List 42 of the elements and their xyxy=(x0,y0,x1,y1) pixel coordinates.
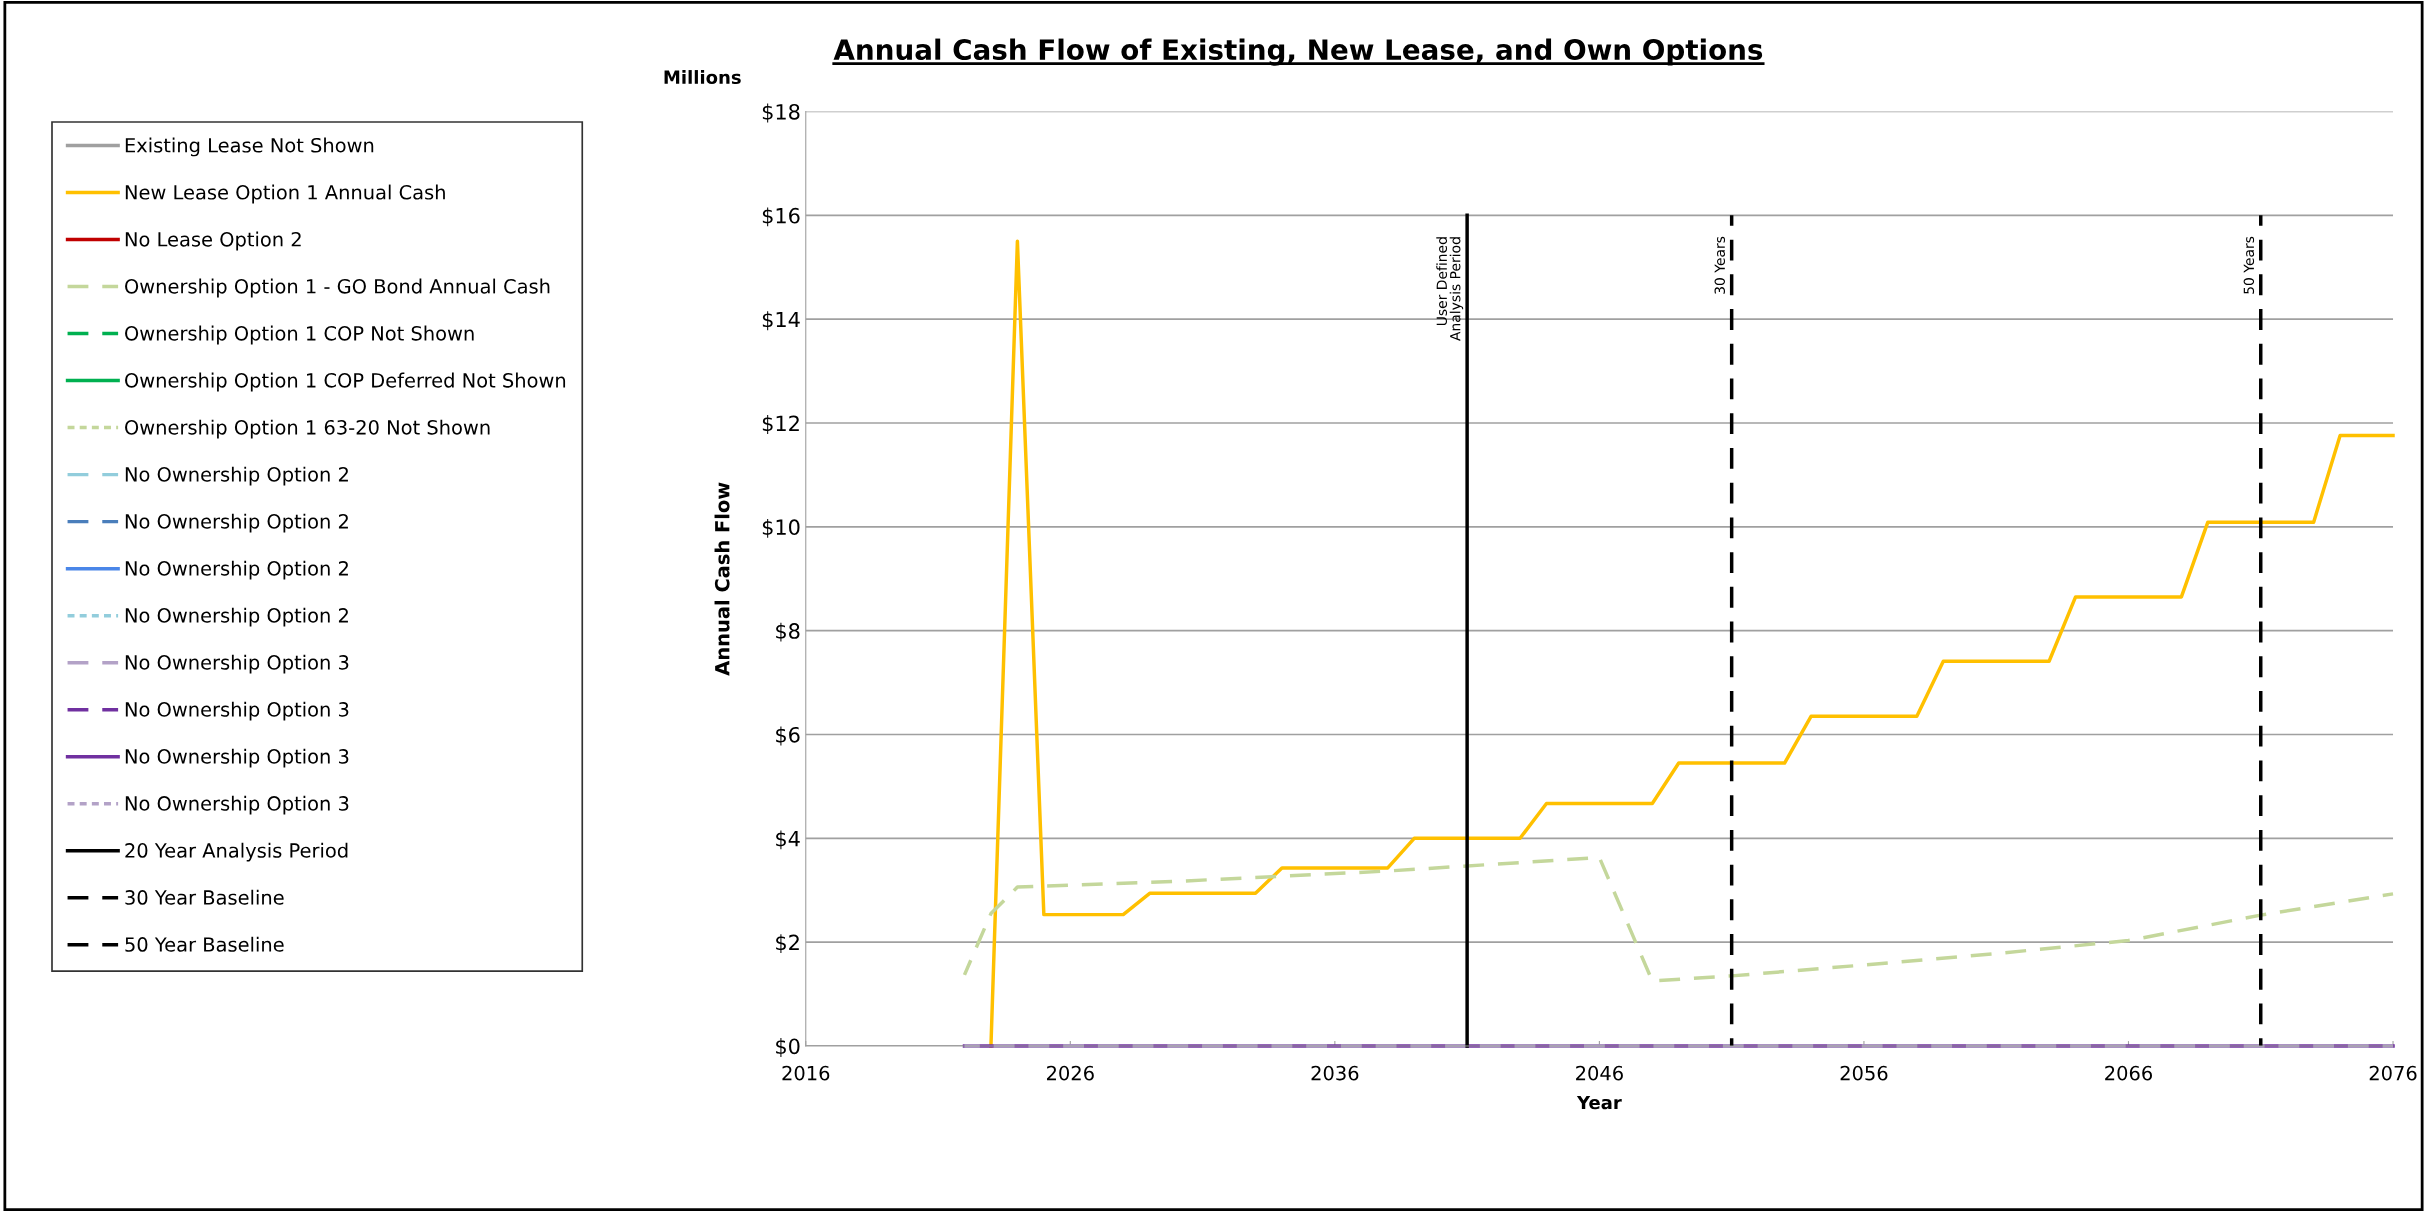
legend-label: No Ownership Option 2 xyxy=(125,513,348,533)
legend-label: No Ownership Option 2 xyxy=(125,560,348,580)
legend-label: New Lease Option 1 Annual Cash xyxy=(125,184,445,204)
legend-label: No Ownership Option 3 xyxy=(125,654,349,674)
x-tick-label: 2036 xyxy=(1311,1065,1359,1081)
x-tick-label: 2016 xyxy=(782,1065,830,1081)
y-tick-label: $12 xyxy=(762,415,799,434)
y-axis-title: Annual Cash Flow xyxy=(714,482,730,676)
y-tick-label: $6 xyxy=(776,726,800,746)
y-tick-label: $16 xyxy=(762,207,800,227)
legend-label: Ownership Option 1 63-20 Not Shown xyxy=(125,419,490,439)
annotation: 50 Years xyxy=(2243,236,2255,294)
x-tick-label: 2026 xyxy=(1046,1065,1094,1081)
legend-label: Ownership Option 1 COP Not Shown xyxy=(125,325,474,345)
annotation: User Defined Analysis Period xyxy=(1436,237,1464,341)
y-tick-label: $18 xyxy=(762,103,800,123)
y-tick-label: $14 xyxy=(762,311,800,331)
legend-label: Ownership Option 1 - GO Bond Annual Cash xyxy=(125,278,550,298)
x-axis-title: Year xyxy=(1576,1095,1622,1110)
legend-label: 50 Year Baseline xyxy=(125,936,284,952)
x-tick-label: 2076 xyxy=(2369,1065,2417,1081)
legend-label: 20 Year Analysis Period xyxy=(125,842,348,862)
chart-title: Annual Cash Flow of Existing, New Lease, and Own Options xyxy=(833,38,1763,66)
x-tick-label: 2046 xyxy=(1576,1065,1623,1081)
legend-label: 30 Year Baseline xyxy=(125,889,284,905)
legend-label: No Lease Option 2 xyxy=(125,231,301,251)
legend-label: No Ownership Option 3 xyxy=(125,795,349,815)
x-tick-label: 2066 xyxy=(2105,1065,2152,1081)
text: Millions xyxy=(664,70,741,85)
y-tick-label: $2 xyxy=(776,934,799,954)
legend-label: No Ownership Option 3 xyxy=(125,701,349,721)
y-tick-label: $0 xyxy=(776,1038,800,1057)
x-tick-label: 2056 xyxy=(1840,1065,1888,1081)
legend-label: No Ownership Option 2 xyxy=(125,466,348,486)
y-tick-label: $8 xyxy=(776,622,800,642)
y-tick-label: $10 xyxy=(762,518,800,538)
annotation: 30 Years xyxy=(1714,236,1726,294)
legend-label: Existing Lease Not Shown xyxy=(125,137,374,157)
legend-label: Ownership Option 1 COP Deferred Not Shown xyxy=(125,372,566,392)
y-tick-label: $4 xyxy=(776,830,800,850)
legend-label: No Ownership Option 2 xyxy=(125,607,348,627)
legend-label: No Ownership Option 3 xyxy=(125,748,349,768)
